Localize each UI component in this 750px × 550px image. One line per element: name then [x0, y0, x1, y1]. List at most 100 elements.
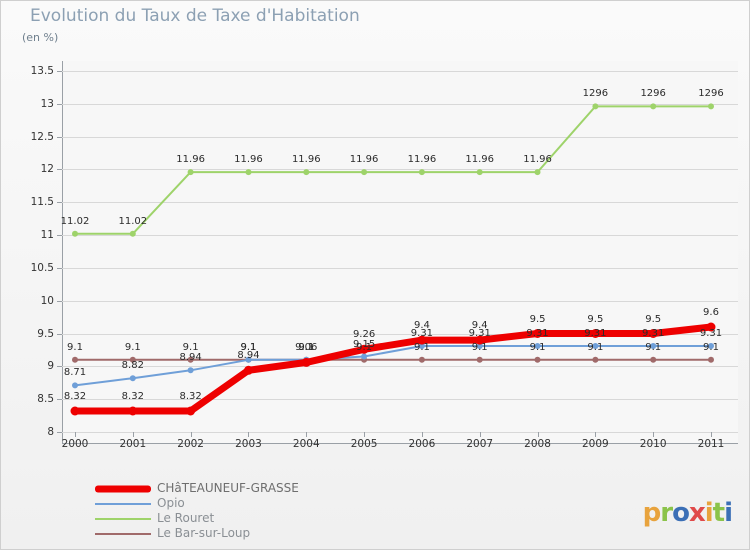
data-point: [534, 343, 541, 349]
data-label: 9.5: [645, 313, 662, 325]
data-label: 9.26: [352, 329, 376, 341]
data-label: 11.96: [523, 154, 552, 166]
data-point: [72, 230, 78, 237]
data-label: 9.1: [182, 341, 199, 353]
data-point: [648, 329, 658, 338]
legend-item: Le Rouret: [95, 511, 445, 526]
y-tick-label: 10.5: [30, 261, 54, 274]
legend-swatch: [95, 532, 151, 535]
data-point: [303, 169, 310, 176]
data-point: [475, 335, 485, 345]
data-label: 9.1: [240, 341, 257, 353]
data-label: 11.96: [465, 154, 495, 166]
x-tick-mark: [479, 432, 481, 437]
data-label: 11.02: [118, 215, 148, 227]
x-tick-mark: [190, 432, 192, 437]
data-point: [129, 356, 136, 363]
x-tick-label: 2001: [119, 438, 147, 450]
logo-letter: r: [660, 498, 673, 528]
data-point: [187, 356, 194, 363]
legend-item: Le Bar-sur-Loup: [95, 526, 445, 541]
y-gridline: [62, 366, 738, 368]
x-tick-mark: [75, 432, 76, 437]
legend-label: Le Rouret: [157, 511, 215, 525]
data-label: 9.31: [699, 328, 723, 340]
legend-swatch: [95, 485, 151, 492]
legend-swatch: [95, 517, 151, 520]
data-label: 11.02: [60, 215, 90, 227]
data-label: 9.5: [529, 313, 546, 325]
legend-label: Le Bar-sur-Loup: [157, 526, 251, 540]
data-label: 1296: [582, 88, 609, 100]
y-gridline: [62, 333, 738, 335]
data-label: 8.32: [179, 390, 202, 402]
data-point: [129, 375, 136, 382]
data-point: [128, 406, 138, 416]
x-tick-mark: [248, 432, 250, 437]
data-point: [301, 357, 311, 367]
data-point: [361, 353, 368, 360]
legend-item: CHâTEAUNEUF-GRASSE: [95, 481, 445, 496]
data-point: [534, 356, 541, 363]
data-label: 9.1: [124, 341, 141, 353]
data-label: 9.5: [587, 313, 604, 325]
y-tick-mark: [57, 235, 62, 237]
data-label: 9.1: [529, 341, 546, 353]
data-label: 9.1: [298, 341, 315, 353]
data-label: 9.31: [526, 328, 549, 340]
x-tick-mark: [306, 432, 308, 437]
x-tick-label: 2011: [697, 438, 725, 450]
x-tick-mark: [711, 432, 712, 437]
data-point: [708, 343, 714, 349]
data-label: 8.32: [121, 390, 144, 402]
y-tick-mark: [57, 399, 62, 401]
y-tick-label: 10: [40, 294, 54, 307]
y-gridline: [62, 432, 738, 433]
data-point: [72, 356, 78, 363]
data-point: [533, 329, 542, 338]
data-label: 9.1: [587, 341, 604, 353]
data-point: [418, 356, 425, 363]
series-line: [74, 105, 712, 235]
y-gridline: [62, 169, 738, 171]
data-label: 11.96: [176, 154, 205, 166]
data-point: [708, 356, 714, 363]
series-line: [71, 323, 715, 415]
x-axis: [62, 443, 738, 444]
data-label: 9.1: [356, 341, 373, 353]
data-label: 9.1: [703, 341, 719, 353]
data-label: 9.1: [67, 341, 83, 353]
data-point: [650, 343, 657, 349]
data-point: [418, 343, 425, 349]
y-tick-mark: [57, 300, 62, 302]
data-label: 1296: [640, 88, 666, 100]
y-tick-label: 12: [40, 163, 54, 176]
logo-letter: i: [704, 498, 714, 528]
x-tick-mark: [132, 432, 134, 437]
y-gridline: [62, 235, 738, 237]
series-layer: [70, 103, 716, 416]
y-tick-mark: [57, 366, 62, 368]
data-point: [592, 103, 599, 110]
legend-label: CHâTEAUNEUF-GRASSE: [157, 481, 299, 495]
data-label: 8.32: [63, 390, 87, 402]
y-gridline: [62, 300, 738, 302]
data-point: [72, 382, 78, 389]
x-tick-mark: [537, 432, 539, 437]
y-tick-mark: [57, 169, 62, 171]
x-tick-mark: [364, 432, 366, 437]
data-label: 8.94: [237, 350, 260, 362]
data-label: 9.4: [471, 320, 488, 332]
y-tick-label: 8: [47, 426, 54, 438]
y-tick-label: 9.5: [37, 327, 54, 340]
x-tick-mark: [421, 432, 423, 437]
y-gridline: [62, 71, 738, 72]
y-tick-label: 12.5: [30, 130, 54, 143]
data-point: [592, 343, 599, 349]
data-label: 9.6: [703, 306, 719, 318]
data-label: 9.1: [471, 341, 488, 353]
y-tick-label: 11.5: [30, 196, 54, 209]
y-axis: [62, 61, 63, 444]
data-point: [708, 103, 714, 110]
data-point: [244, 365, 253, 375]
